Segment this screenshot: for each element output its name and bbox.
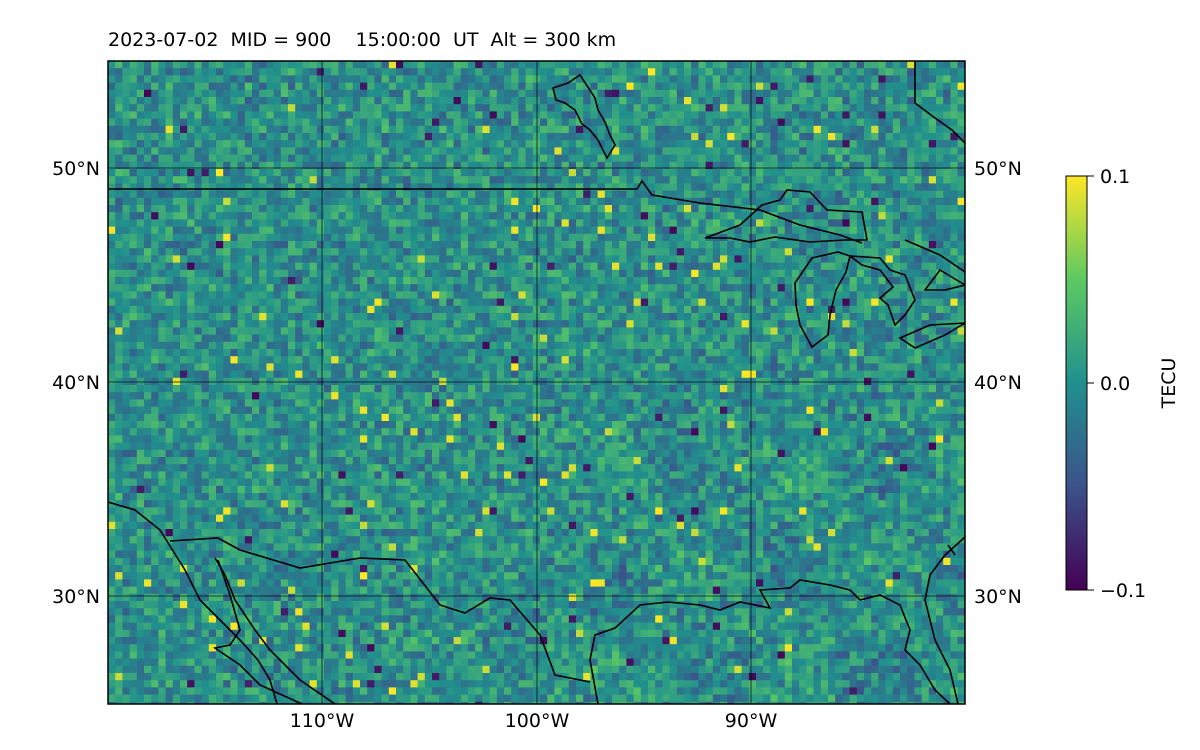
map-title: 2023-07-02 MID = 900 15:00:00 UT Alt = 3… (108, 29, 617, 51)
gulf-of-california-coast (214, 557, 336, 704)
labrador-coast (914, 61, 965, 144)
lat-label-right-30n: 30°N (974, 586, 1022, 608)
colorbar-gradient (1065, 175, 1088, 591)
colorbar-label: TECU (1158, 358, 1180, 410)
lake-ontario (923, 268, 965, 291)
border-us-mexico (169, 537, 591, 683)
lake-erie (898, 322, 965, 349)
map-border (107, 60, 966, 705)
baja-coast (212, 559, 303, 704)
lake-michigan (794, 251, 851, 349)
lat-label-right-50n: 50°N (974, 158, 1022, 180)
border-us-canada (108, 179, 863, 244)
lon-label-110w: 110°W (290, 710, 355, 732)
lat-label-right-40n: 40°N (974, 372, 1022, 394)
colorbar-tick-max: 0.1 (1100, 166, 1130, 188)
lon-label-100w: 100°W (505, 710, 570, 732)
tec-field (108, 61, 965, 704)
colorbar: 0.1 0.0 −0.1 TECU (1065, 166, 1180, 602)
lake-huron (847, 255, 916, 327)
florida-coast (924, 536, 965, 704)
gulf-coast (589, 579, 951, 704)
colorbar-tick-min: −0.1 (1100, 580, 1146, 602)
lat-label-left-40n: 40°N (52, 372, 100, 394)
james-bay-coast (552, 73, 616, 160)
lake-superior (704, 189, 868, 243)
colorbar-tick-zero: 0.0 (1100, 373, 1130, 395)
gridlines (108, 61, 965, 704)
lat-label-left-50n: 50°N (52, 158, 100, 180)
coastlines (108, 61, 965, 704)
lat-label-left-30n: 30°N (52, 586, 100, 608)
pacific-coast (108, 501, 278, 704)
lon-label-90w: 90°W (725, 710, 778, 732)
